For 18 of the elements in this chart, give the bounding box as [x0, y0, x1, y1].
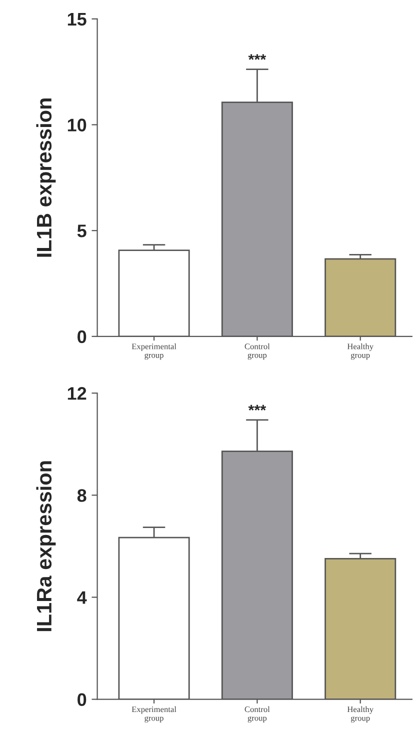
x-tick-label: Healthy group	[347, 343, 374, 360]
y-tick-label: 15	[68, 13, 86, 26]
x-tick-label: Healthy group	[347, 706, 374, 723]
y-tick-label: 5	[77, 224, 86, 238]
annotation: ***	[248, 54, 266, 60]
y-axis-title: IL1Ra expression	[36, 461, 56, 632]
x-tick-label: Control group	[244, 343, 270, 360]
y-tick-label: 10	[68, 118, 86, 132]
x-tick-label: Control group	[244, 706, 270, 723]
x-tick-label: Experimental group	[132, 706, 176, 723]
y-tick-label: 0	[78, 330, 86, 344]
y-tick-label: 0	[78, 693, 86, 706]
annotation: ***	[248, 404, 266, 411]
y-tick-label: 4	[77, 591, 87, 604]
y-tick-label: 8	[77, 489, 86, 502]
y-tick-label: 12	[68, 387, 86, 400]
y-axis-title: IL1B expression	[36, 98, 56, 257]
x-tick-label: Experimental group	[132, 343, 176, 360]
